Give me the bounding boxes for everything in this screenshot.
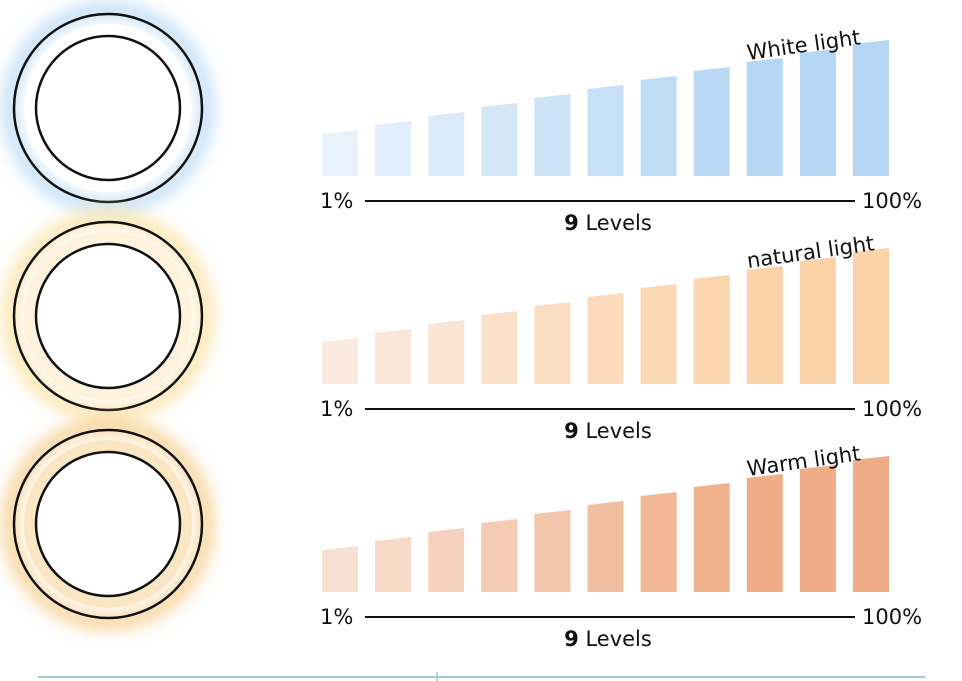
level-bar	[693, 67, 730, 176]
level-bar	[799, 49, 836, 176]
ring-lamp-outer-icon	[12, 428, 204, 620]
ring-lamp-inner-icon	[34, 450, 182, 598]
level-bar	[853, 40, 889, 176]
level-bar	[322, 546, 358, 592]
min-label: 1%	[320, 189, 353, 213]
ring-lamp-inner-icon	[34, 34, 182, 182]
levels-count: 9	[564, 419, 579, 443]
max-label: 100%	[862, 397, 922, 421]
level-bar	[428, 528, 465, 592]
level-bar	[322, 130, 358, 176]
level-bar	[534, 94, 571, 176]
level-bar	[746, 474, 783, 592]
level-bar	[534, 302, 571, 384]
level-bar	[587, 293, 624, 384]
level-bar	[375, 121, 412, 176]
level-bar	[534, 510, 571, 592]
level-bar	[746, 58, 783, 176]
level-bar	[481, 519, 518, 592]
ring-glow	[3, 211, 213, 421]
levels-label: 9 Levels	[564, 211, 652, 235]
level-bar	[693, 483, 730, 592]
level-bar	[799, 257, 836, 384]
level-bar	[746, 266, 783, 384]
levels-word: Levels	[579, 419, 652, 443]
level-bar	[481, 311, 518, 384]
levels-word: Levels	[579, 211, 652, 235]
levels-label: 9 Levels	[564, 419, 652, 443]
level-bar	[375, 537, 412, 592]
level-bar	[322, 338, 358, 384]
levels-word: Levels	[579, 627, 652, 651]
ring-lamp-inner-icon	[34, 242, 182, 390]
ring-lamp-outer-icon	[12, 220, 204, 412]
level-bar	[375, 329, 412, 384]
level-bar	[587, 501, 624, 592]
ring-lamp-outer-icon	[12, 12, 204, 204]
level-bar	[640, 76, 677, 176]
ring-glow	[3, 3, 213, 213]
level-bar	[799, 465, 836, 592]
max-label: 100%	[862, 605, 922, 629]
min-label: 1%	[320, 397, 353, 421]
levels-count: 9	[564, 627, 579, 651]
levels-label: 9 Levels	[564, 627, 652, 651]
level-bar	[481, 103, 518, 176]
level-bar	[853, 248, 889, 384]
level-bar	[853, 456, 889, 592]
max-label: 100%	[862, 189, 922, 213]
min-label: 1%	[320, 605, 353, 629]
level-bar	[693, 275, 730, 384]
levels-count: 9	[564, 211, 579, 235]
level-bar	[428, 112, 465, 176]
level-bar	[587, 85, 624, 176]
level-bar	[640, 284, 677, 384]
ring-glow	[3, 419, 213, 629]
level-bar	[640, 492, 677, 592]
level-bar	[428, 320, 465, 384]
